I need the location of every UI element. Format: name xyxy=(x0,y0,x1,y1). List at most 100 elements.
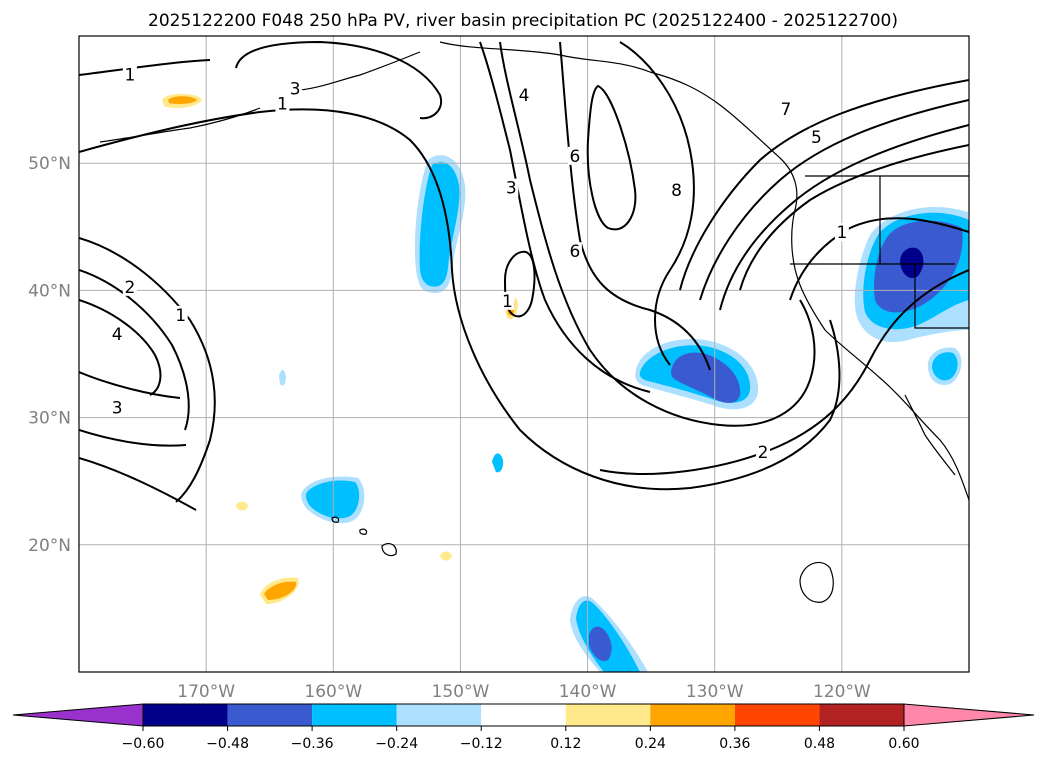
shade-pos-hi-o xyxy=(264,581,297,600)
contour-label: 1 xyxy=(836,223,847,243)
contour-label-bg xyxy=(567,146,582,165)
precip-shading xyxy=(162,93,969,672)
contour-label: 5 xyxy=(811,128,822,148)
contour-nw-3 xyxy=(235,40,443,120)
contour-label: 1 xyxy=(175,306,186,326)
contour-label: 4 xyxy=(112,325,123,345)
contour-label-bg xyxy=(275,94,290,113)
chart-title: 2025122200 F048 250 hPa PV, river basin … xyxy=(148,11,898,31)
lon-tick-label: 150°W xyxy=(432,682,490,702)
contour-6 xyxy=(559,41,711,371)
shade-north-mid xyxy=(419,162,460,287)
contour-label: 3 xyxy=(290,79,301,99)
colorbar-segment xyxy=(143,704,228,726)
contour-label-bg xyxy=(669,181,684,200)
contour-west-3 xyxy=(79,371,181,399)
coast-baja xyxy=(904,394,956,476)
island-oahu xyxy=(331,516,340,523)
colorbar-extend-low xyxy=(12,703,144,727)
map-background xyxy=(79,36,969,672)
contour-label-bg xyxy=(809,127,824,146)
contour-label-bg xyxy=(110,324,125,343)
contour-1-coast xyxy=(789,217,969,301)
contour-label-bg xyxy=(834,223,849,242)
contour-label-bg xyxy=(500,291,515,310)
contour-label: 8 xyxy=(671,181,682,201)
shade-ca-navy xyxy=(900,247,924,279)
shade-south-dark xyxy=(589,626,612,661)
colorbar-tick-label: 0.24 xyxy=(635,736,666,752)
contour-7 xyxy=(679,79,969,291)
contour-label: 1 xyxy=(502,292,513,312)
contour-label-bg xyxy=(288,79,303,98)
coastlines xyxy=(99,41,969,603)
colorbar-tick-label: −0.24 xyxy=(375,736,418,752)
contour-ring-1 xyxy=(719,124,969,311)
contour-west-1 xyxy=(79,237,216,503)
contour-nw-1b xyxy=(79,108,841,491)
colorbar-frame xyxy=(142,703,905,727)
contour-6-closed xyxy=(586,84,637,231)
contour-label-bg xyxy=(110,398,125,417)
coast-alaska-south xyxy=(299,51,421,91)
contour-label: 1 xyxy=(277,95,288,115)
shade-socal-mid xyxy=(932,352,958,381)
colorbar-segment xyxy=(819,704,904,726)
lon-tick-label: 120°W xyxy=(813,682,871,702)
colorbar-segment xyxy=(396,704,482,726)
contour-west-2 xyxy=(79,269,190,431)
contour-2-south xyxy=(599,269,969,475)
colorbar-tick-label: −0.48 xyxy=(206,736,249,752)
lon-tick-label: 170°W xyxy=(177,682,235,702)
colorbar-segment xyxy=(565,704,651,726)
contour-label-bg xyxy=(567,242,582,261)
contour-west-4 xyxy=(79,299,162,396)
lon-tick-label: 140°W xyxy=(559,682,617,702)
coast-north-america xyxy=(439,41,969,501)
contour-label-bg xyxy=(173,305,188,324)
contour-3-trough xyxy=(499,41,816,427)
contour-4 xyxy=(479,41,651,393)
contour-label: 3 xyxy=(112,399,123,419)
contour-label-bg xyxy=(122,277,137,296)
contour-label-bg xyxy=(756,443,771,462)
colorbar: −0.60 −0.48 −0.36 −0.24 −0.12 0.12 0.24 0.36 0.4… xyxy=(12,703,1035,752)
shade-pos-alaska-o xyxy=(168,96,197,104)
colorbar-segment xyxy=(227,704,313,726)
contour-label-bg xyxy=(122,65,137,84)
lat-tick-label: 20°N xyxy=(28,536,71,556)
contour-5 xyxy=(699,99,969,301)
colorbar-segment xyxy=(312,704,397,726)
contour-west-3b xyxy=(79,429,187,447)
gridlines xyxy=(79,36,969,672)
contour-label: 4 xyxy=(519,86,530,106)
contour-west-lower xyxy=(79,457,197,511)
contour-ring-2 xyxy=(739,144,969,291)
colorbar-tick-label: 0.60 xyxy=(888,736,919,752)
contour-label-bg xyxy=(517,85,531,104)
island-south-se xyxy=(799,561,834,603)
contour-label: 2 xyxy=(124,278,135,298)
colorbar-segment xyxy=(734,704,820,726)
contour-label: 6 xyxy=(569,242,580,262)
lat-tick-label: 50°N xyxy=(28,154,71,174)
map-frame xyxy=(78,35,970,673)
colorbar-tick-label: −0.12 xyxy=(460,736,503,752)
colorbar-segment xyxy=(481,704,566,726)
colorbar-tick-label: −0.36 xyxy=(291,736,334,752)
colorbar-extend-high xyxy=(903,703,1035,727)
lon-tick-label: 160°W xyxy=(304,682,362,702)
pv-contours xyxy=(79,40,969,511)
shade-hawaii-mid xyxy=(306,480,360,519)
shade-pos-s2 xyxy=(440,551,452,561)
shade-offshore-dark xyxy=(671,352,741,403)
contour-nw-1 xyxy=(79,59,211,76)
lat-tick-label: 40°N xyxy=(28,281,71,301)
colorbar-segment xyxy=(650,704,735,726)
lon-tick-label: 130°W xyxy=(686,682,744,702)
shade-small-2 xyxy=(279,370,286,386)
colorbar-tick-label: 0.48 xyxy=(804,736,835,752)
